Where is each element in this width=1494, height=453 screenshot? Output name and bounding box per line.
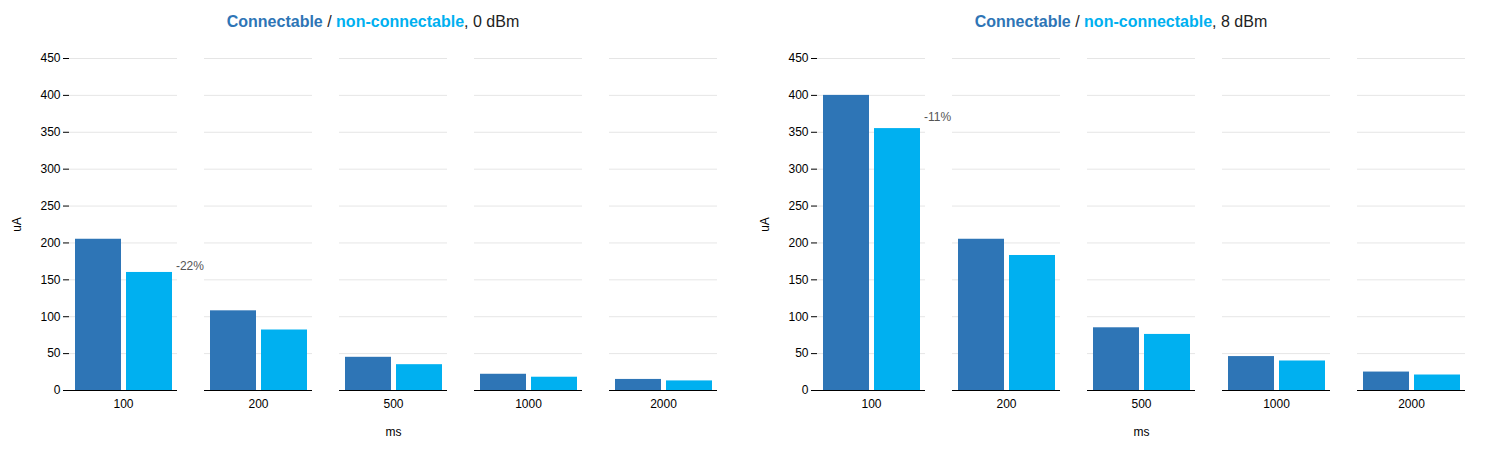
- svg-text:100: 100: [861, 397, 881, 411]
- svg-text:-22%: -22%: [176, 259, 204, 273]
- svg-text:300: 300: [788, 162, 808, 176]
- svg-text:1000: 1000: [1263, 397, 1290, 411]
- svg-text:uA: uA: [758, 217, 772, 232]
- svg-text:0: 0: [802, 383, 809, 397]
- svg-text:350: 350: [40, 125, 60, 139]
- svg-text:200: 200: [40, 236, 60, 250]
- svg-text:150: 150: [40, 273, 60, 287]
- svg-text:500: 500: [383, 397, 403, 411]
- svg-text:1000: 1000: [515, 397, 542, 411]
- svg-text:2000: 2000: [1398, 397, 1425, 411]
- svg-text:50: 50: [47, 346, 61, 360]
- svg-text:400: 400: [40, 88, 60, 102]
- svg-text:500: 500: [1131, 397, 1151, 411]
- svg-text:250: 250: [40, 199, 60, 213]
- svg-text:50: 50: [795, 346, 809, 360]
- svg-text:uA: uA: [10, 217, 24, 232]
- svg-text:ms: ms: [386, 425, 402, 439]
- svg-text:450: 450: [788, 51, 808, 65]
- svg-text:0: 0: [54, 383, 61, 397]
- html-text:Connectable / non-connectable,: Connectable / non-connectable, 0 dBm: [226, 13, 520, 30]
- svg-text:350: 350: [788, 125, 808, 139]
- svg-text:200: 200: [248, 397, 268, 411]
- svg-text:200: 200: [788, 236, 808, 250]
- svg-text:300: 300: [40, 162, 60, 176]
- html-text:Connectable / non-connectable,: Connectable / non-connectable, 8 dBm: [974, 13, 1268, 30]
- svg-text:ms: ms: [1134, 425, 1150, 439]
- svg-text:450: 450: [40, 51, 60, 65]
- svg-text:100: 100: [113, 397, 133, 411]
- svg-text:100: 100: [40, 310, 60, 324]
- svg-text:200: 200: [996, 397, 1016, 411]
- svg-text:-11%: -11%: [924, 110, 951, 124]
- svg-text:100: 100: [788, 310, 808, 324]
- svg-text:250: 250: [788, 199, 808, 213]
- svg-text:150: 150: [788, 273, 808, 287]
- svg-text:2000: 2000: [650, 397, 677, 411]
- svg-text:400: 400: [788, 88, 808, 102]
